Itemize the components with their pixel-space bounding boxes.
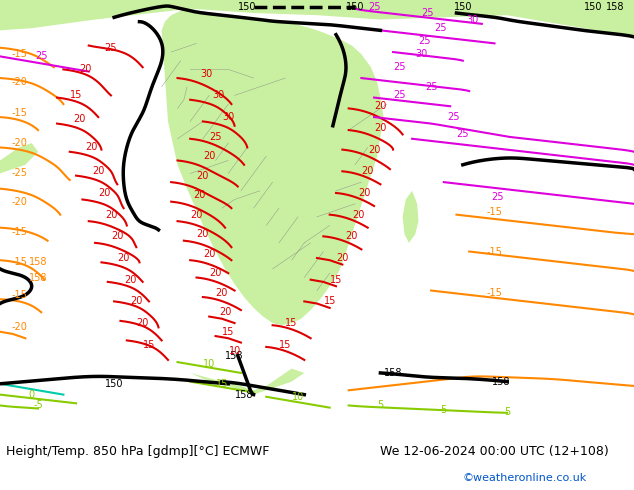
Text: 20: 20: [105, 210, 117, 220]
Text: 20: 20: [368, 145, 380, 155]
Text: 150: 150: [238, 1, 257, 11]
Text: 15: 15: [143, 340, 155, 350]
Polygon shape: [0, 0, 634, 30]
Text: 20: 20: [358, 188, 371, 198]
Text: -15: -15: [486, 246, 503, 257]
Text: -15: -15: [486, 207, 503, 218]
Text: 15: 15: [216, 379, 228, 389]
Text: 20: 20: [361, 166, 374, 176]
Text: 5: 5: [504, 407, 510, 417]
Text: 25: 25: [447, 112, 460, 122]
Text: -25: -25: [11, 169, 27, 178]
Polygon shape: [190, 368, 304, 394]
Text: 20: 20: [130, 296, 143, 306]
Text: 20: 20: [374, 123, 387, 133]
Text: 10: 10: [203, 359, 216, 369]
Text: 15: 15: [285, 318, 298, 328]
Text: 20: 20: [92, 166, 105, 176]
Text: 20: 20: [197, 171, 209, 181]
Polygon shape: [403, 191, 418, 243]
Text: 15: 15: [323, 296, 336, 306]
Text: 0: 0: [29, 390, 35, 400]
Text: 20: 20: [203, 249, 216, 259]
Text: 5: 5: [377, 400, 384, 411]
Text: 20: 20: [190, 210, 203, 220]
Text: 25: 25: [418, 36, 431, 46]
Text: 25: 25: [393, 62, 406, 72]
Text: 158: 158: [384, 368, 403, 378]
Polygon shape: [444, 0, 634, 37]
Text: 25: 25: [434, 23, 447, 33]
Text: 15: 15: [70, 90, 82, 100]
Text: 10: 10: [228, 346, 241, 356]
Text: 20: 20: [98, 188, 111, 198]
Text: 30: 30: [222, 112, 235, 122]
Text: 20: 20: [336, 253, 349, 263]
Text: 20: 20: [117, 253, 130, 263]
Text: 158: 158: [235, 390, 254, 400]
Text: 25: 25: [456, 129, 469, 140]
Text: -20: -20: [11, 77, 27, 87]
Text: 5: 5: [441, 405, 447, 415]
Text: -15: -15: [11, 227, 27, 237]
Polygon shape: [0, 143, 38, 173]
Text: -15: -15: [486, 288, 503, 298]
Text: 25: 25: [491, 192, 504, 202]
Text: 158: 158: [225, 350, 244, 361]
Text: 20: 20: [346, 231, 358, 242]
Text: 25: 25: [209, 132, 222, 142]
Text: ©weatheronline.co.uk: ©weatheronline.co.uk: [463, 473, 587, 483]
Text: 20: 20: [374, 101, 387, 111]
Text: 158: 158: [29, 272, 48, 283]
Text: 20: 20: [352, 210, 365, 220]
Text: 15: 15: [330, 275, 342, 285]
Text: 15: 15: [279, 340, 292, 350]
Text: 10: 10: [292, 392, 304, 402]
Text: 20: 20: [111, 231, 124, 242]
Text: 25: 25: [422, 8, 434, 18]
Text: 20: 20: [136, 318, 149, 328]
Text: 30: 30: [212, 90, 225, 100]
Text: 20: 20: [79, 64, 92, 74]
Text: -15: -15: [11, 290, 27, 300]
Text: 158: 158: [29, 257, 48, 268]
Text: -20: -20: [11, 138, 27, 148]
Text: 150: 150: [346, 1, 365, 11]
Text: 30: 30: [415, 49, 428, 59]
Text: 20: 20: [86, 143, 98, 152]
Text: 25: 25: [425, 82, 437, 92]
Text: 20: 20: [193, 190, 206, 200]
Text: 158: 158: [491, 377, 510, 387]
Text: 25: 25: [368, 1, 380, 11]
Text: 30: 30: [200, 69, 212, 79]
Polygon shape: [162, 9, 384, 325]
Text: 20: 20: [216, 288, 228, 298]
Text: 20: 20: [203, 151, 216, 161]
Text: -20: -20: [11, 196, 27, 207]
Text: 20: 20: [209, 268, 222, 278]
Text: -15: -15: [11, 49, 27, 59]
Text: 25: 25: [105, 43, 117, 53]
Text: 25: 25: [35, 51, 48, 61]
Text: -15: -15: [11, 108, 27, 118]
Text: 150: 150: [105, 379, 124, 389]
Text: 20: 20: [197, 229, 209, 239]
Text: -20: -20: [11, 322, 27, 332]
Text: -5: -5: [33, 400, 43, 411]
Text: 20: 20: [124, 275, 136, 285]
Text: We 12-06-2024 00:00 UTC (12+108): We 12-06-2024 00:00 UTC (12+108): [380, 445, 609, 458]
Text: 15: 15: [222, 327, 235, 337]
Text: -15: -15: [11, 257, 27, 268]
Text: 20: 20: [73, 114, 86, 124]
Text: 158: 158: [605, 1, 624, 11]
Text: 20: 20: [219, 307, 231, 317]
Text: 150: 150: [453, 1, 472, 11]
Text: 150: 150: [583, 1, 602, 11]
Text: 25: 25: [393, 90, 406, 100]
Text: 30: 30: [466, 15, 479, 24]
Text: Height/Temp. 850 hPa [gdmp][°C] ECMWF: Height/Temp. 850 hPa [gdmp][°C] ECMWF: [6, 445, 269, 458]
